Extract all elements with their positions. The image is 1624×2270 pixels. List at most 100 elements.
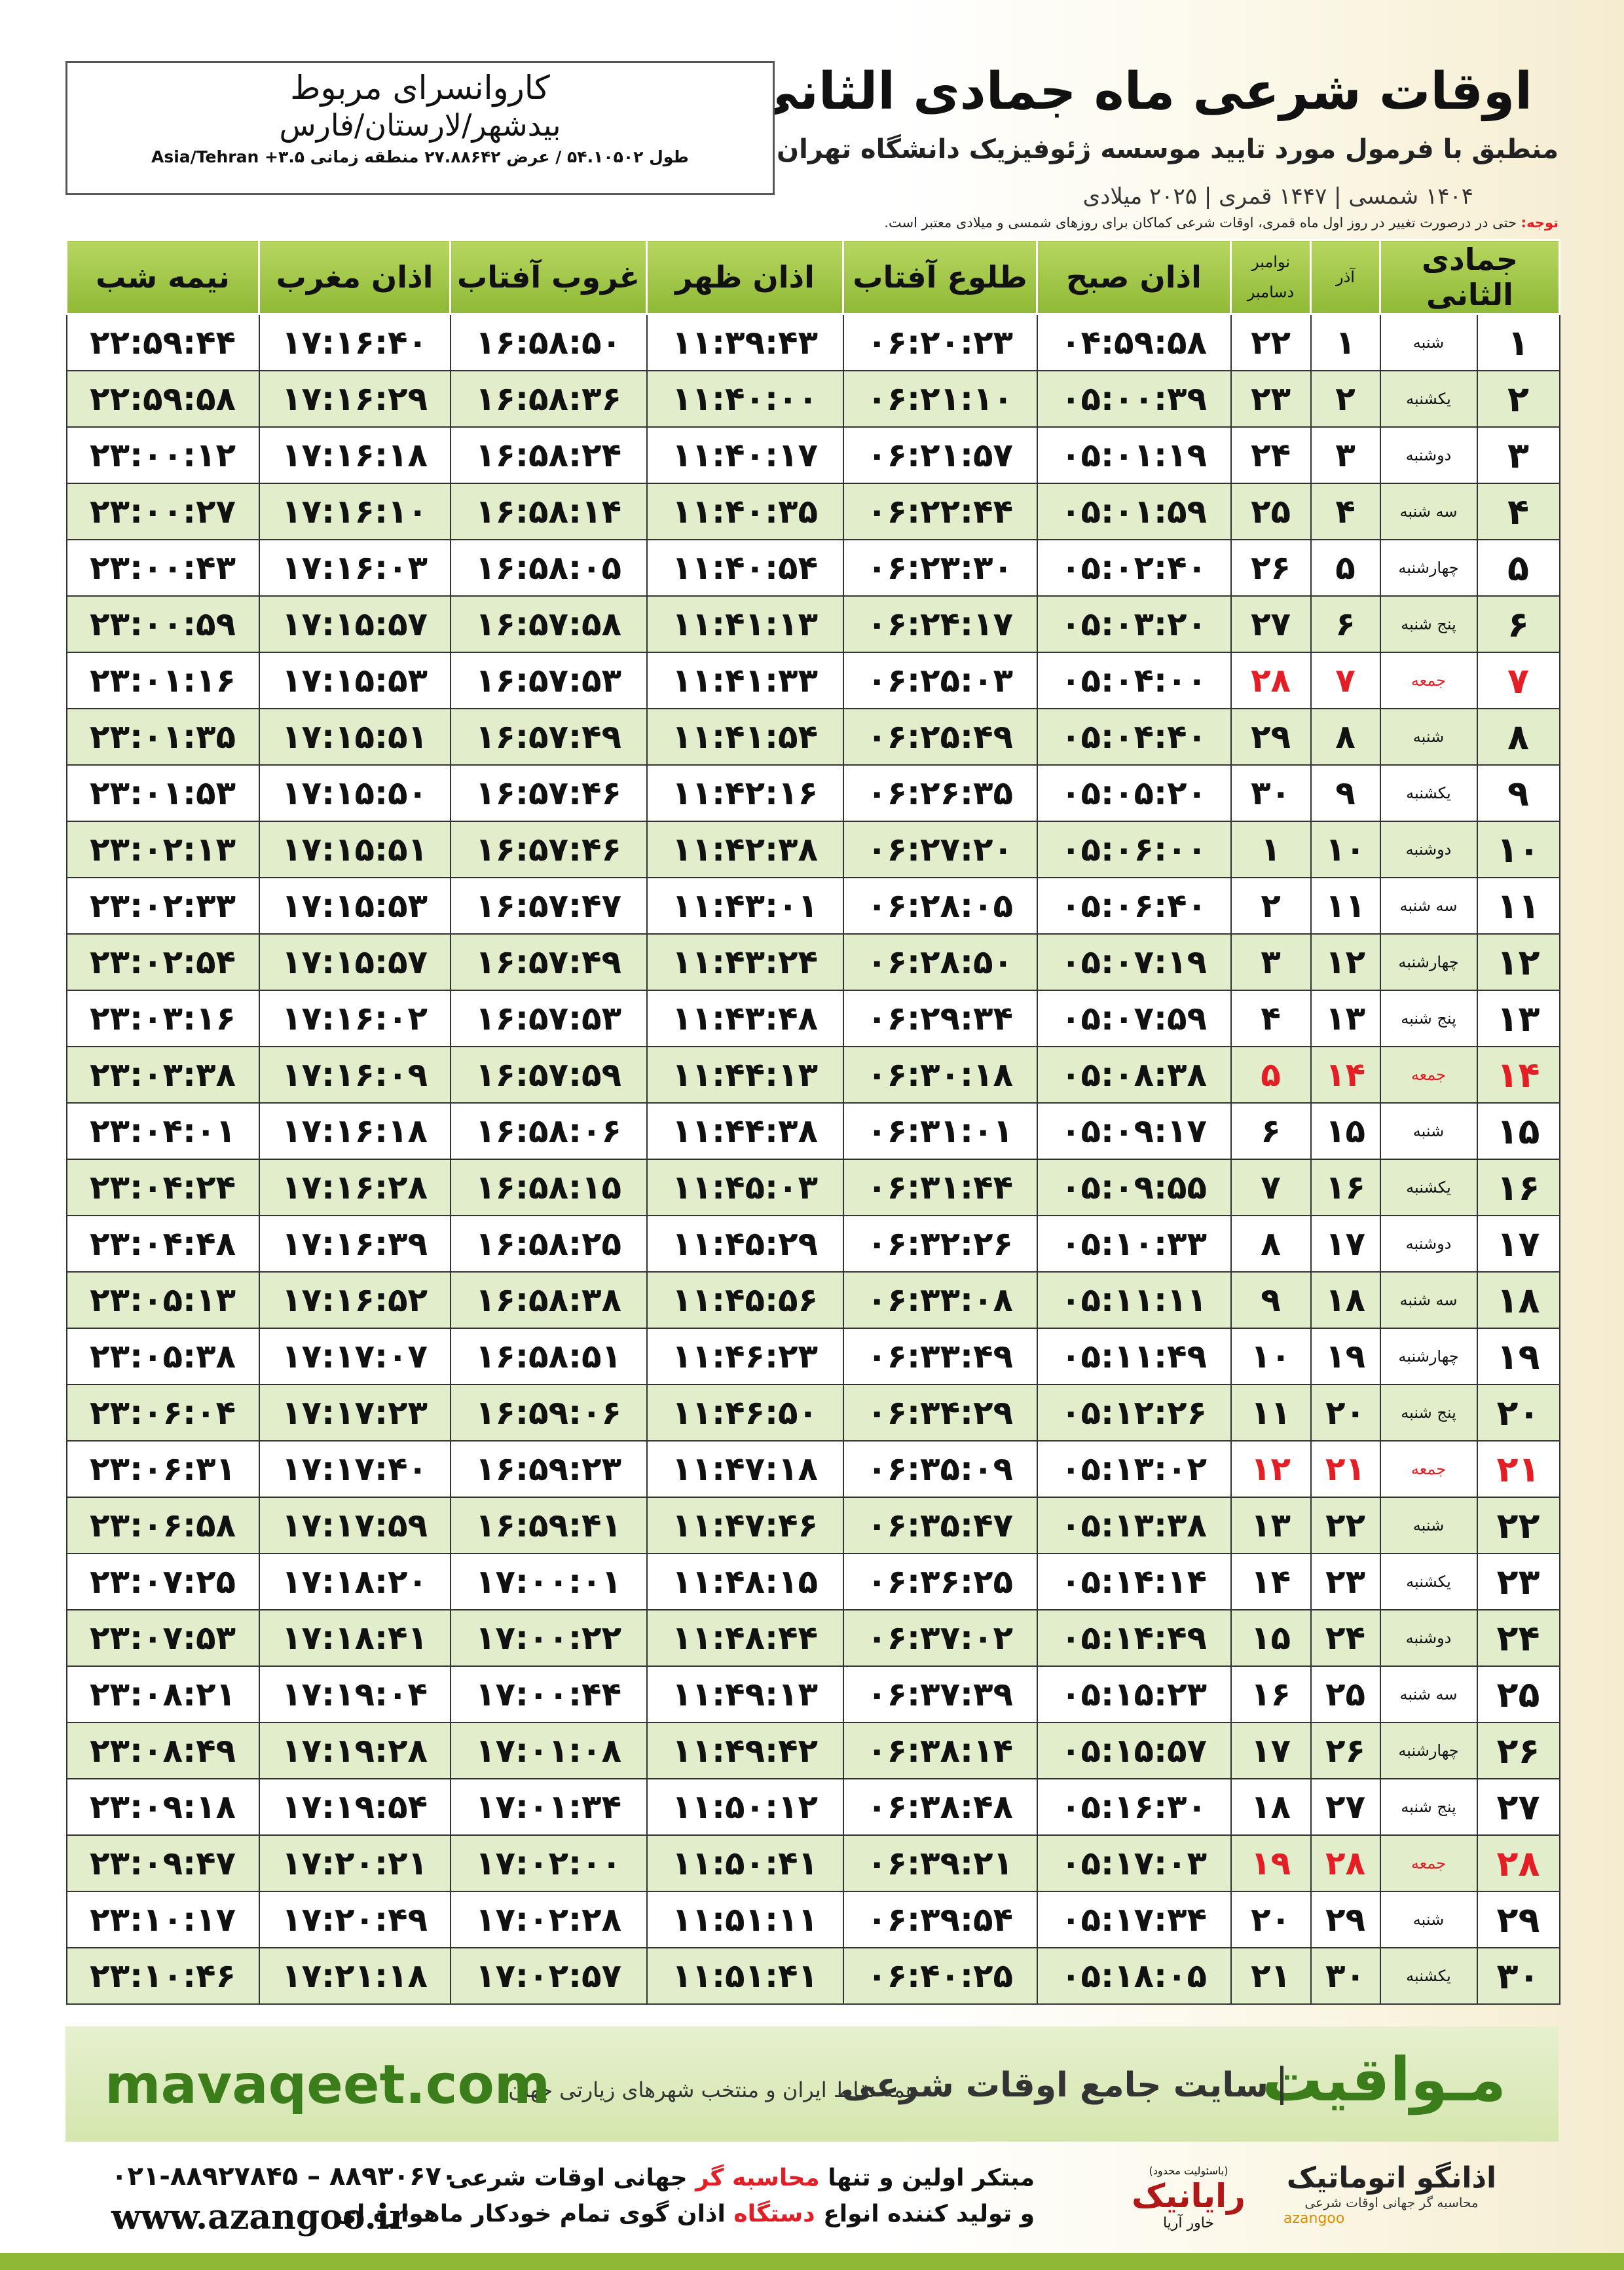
brand: مـواقیت	[1262, 2045, 1506, 2115]
table-cell: یکشنبه	[1379, 764, 1478, 822]
table-row: ۲۹ شنبه ۲۹ ۲۰ ۰۵:۱۷:۳۴ ۰۶:۳۹:۵۴ ۱۱:۵۱:۱۱ ۱۷:۰۲:…	[65, 1891, 1560, 1948]
table-cell: ۱۱:۴۱:۱۳	[646, 595, 844, 653]
table-cell: ۰۵:۰۳:۲۰	[1036, 595, 1232, 653]
table-cell: ۶	[1310, 595, 1381, 653]
table-cell: ۱۱:۴۳:۴۸	[646, 990, 844, 1047]
table-row: ۱۶ یکشنبه ۱۶ ۷ ۰۵:۰۹:۵۵ ۰۶:۳۱:۴۴ ۱۱:۴۵:۰۳ ۱۶:۵۸…	[65, 1159, 1560, 1216]
table-cell: ۱	[1476, 313, 1560, 371]
table-cell: ۰۶:۳۹:۵۴	[842, 1891, 1038, 1948]
table-cell: ۱۷:۱۶:۰۹	[258, 1046, 451, 1104]
table-cell: ۲۳:۰۶:۵۸	[65, 1497, 260, 1554]
table-cell: ۰۵:۰۰:۳۹	[1036, 370, 1232, 428]
table-cell: ۱۳	[1230, 1497, 1312, 1554]
table-cell: ۱۷:۱۵:۵۳	[258, 877, 451, 935]
location-name: کاروانسرای مربوط	[290, 69, 550, 107]
table-cell: ۲	[1476, 370, 1560, 428]
table-cell: ۲۱	[1310, 1440, 1381, 1498]
table-row: ۱۸ سه شنبه ۱۸ ۹ ۰۵:۱۱:۱۱ ۰۶:۳۳:۰۸ ۱۱:۴۵:۵۶ ۱۶:۵…	[65, 1271, 1560, 1329]
table-cell: ۰۵:۱۴:۴۹	[1036, 1609, 1232, 1667]
table-cell: ۲۳	[1230, 370, 1312, 428]
text: مبتکر اولین و تنها	[828, 2165, 1035, 2191]
table-cell: ۱۱:۴۷:۱۸	[646, 1440, 844, 1498]
header-cell: طلوع آفتاب	[842, 239, 1038, 315]
table-cell: ۰۶:۳۳:۰۸	[842, 1271, 1038, 1329]
table-cell: ۱۷:۱۷:۰۷	[258, 1328, 451, 1385]
table-cell: ۲۳:۰۵:۳۸	[65, 1328, 260, 1385]
table-cell: ۱۶:۵۷:۵۳	[449, 652, 648, 709]
table-cell: ۱۶:۵۸:۵۱	[449, 1328, 648, 1385]
table-cell: پنج شنبه	[1379, 1384, 1478, 1442]
table-cell: ۱۱:۴۵:۰۳	[646, 1159, 844, 1216]
table-cell: چهارشنبه	[1379, 1722, 1478, 1779]
table-cell: ۱۷:۰۰:۰۱	[449, 1553, 648, 1610]
table-cell: ۰۵:۱۱:۴۹	[1036, 1328, 1232, 1385]
table-cell: ۰۶:۳۶:۲۵	[842, 1553, 1038, 1610]
table-cell: ۰۶:۲۱:۱۰	[842, 370, 1038, 428]
table-cell: ۷	[1230, 1159, 1312, 1216]
footer-site: www.azangoo.ir	[111, 2197, 407, 2237]
table-cell: ۱۴	[1230, 1553, 1312, 1610]
table-cell: ۱۱:۳۹:۴۳	[646, 313, 844, 371]
location-region: بیدشهر/لارستان/فارس	[279, 107, 561, 143]
table-cell: ۱۶:۵۸:۲۴	[449, 426, 648, 484]
table-cell: ۲۷	[1310, 1778, 1381, 1836]
table-cell: ۰۶:۳۷:۰۲	[842, 1609, 1038, 1667]
table-cell: ۲۹	[1310, 1891, 1381, 1948]
table-cell: ۲۳:۰۱:۱۶	[65, 652, 260, 709]
table-cell: ۲۷	[1476, 1778, 1560, 1836]
tagline: همه نقاط ایران و منتخب شهرهای زیارتی جها…	[508, 2077, 917, 2102]
table-cell: ۸	[1310, 708, 1381, 766]
note-text: حتی در درصورت تغییر در روز اول ماه قمری،…	[884, 215, 1517, 231]
table-cell: شنبه	[1379, 1102, 1478, 1160]
table-cell: ۱۷	[1230, 1722, 1312, 1779]
table-cell: ۱۱	[1230, 1384, 1312, 1442]
table-cell: ۲۱	[1230, 1947, 1312, 2005]
table-cell: ۲	[1230, 877, 1312, 935]
table-cell: ۱۱:۴۱:۵۴	[646, 708, 844, 766]
table-cell: ۱۷:۱۶:۱۸	[258, 426, 451, 484]
table-cell: ۲۴	[1476, 1609, 1560, 1667]
table-cell: ۱۱:۴۳:۰۱	[646, 877, 844, 935]
table-cell: ۴	[1230, 990, 1312, 1047]
table-cell: ۱۱:۴۴:۱۳	[646, 1046, 844, 1104]
table-cell: ۲۸	[1476, 1834, 1560, 1892]
table-cell: ۱۷:۰۰:۲۲	[449, 1609, 648, 1667]
table-cell: ۰۶:۲۲:۴۴	[842, 483, 1038, 540]
location-box: کاروانسرای مربوط بیدشهر/لارستان/فارس طول…	[65, 61, 775, 195]
table-cell: ۱۷:۲۰:۴۹	[258, 1891, 451, 1948]
table-cell: ۱۱:۴۶:۵۰	[646, 1384, 844, 1442]
table-cell: ۱۷:۱۸:۲۰	[258, 1553, 451, 1610]
table-row: ۲ یکشنبه ۲ ۲۳ ۰۵:۰۰:۳۹ ۰۶:۲۱:۱۰ ۱۱:۴۰:۰۰ ۱۶:۵۸:…	[65, 370, 1560, 428]
table-cell: ۲۳:۰۰:۱۲	[65, 426, 260, 484]
table-cell: ۱۶:۵۷:۴۹	[449, 708, 648, 766]
text: اذان گوی تمام خودکار ماهواره ای	[335, 2201, 726, 2227]
table-row: ۴ سه شنبه ۴ ۲۵ ۰۵:۰۱:۵۹ ۰۶:۲۲:۴۴ ۱۱:۴۰:۳۵ ۱۶:۵۸…	[65, 483, 1560, 540]
slogan: سایت جامع اوقات شرعی	[841, 2066, 1283, 2105]
table-cell: ۲۳:۰۶:۰۴	[65, 1384, 260, 1442]
table-cell: ۰۵:۰۵:۲۰	[1036, 764, 1232, 822]
table-row: ۳ دوشنبه ۳ ۲۴ ۰۵:۰۱:۱۹ ۰۶:۲۱:۵۷ ۱۱:۴۰:۱۷ ۱۶:۵۸:…	[65, 426, 1560, 484]
table-cell: ۰۶:۲۱:۵۷	[842, 426, 1038, 484]
table-cell: ۱۱	[1310, 877, 1381, 935]
table-cell: ۴	[1476, 483, 1560, 540]
table-cell: ۱۷:۱۶:۰۲	[258, 990, 451, 1047]
table-cell: ۱۷:۱۵:۵۰	[258, 764, 451, 822]
table-cell: ۲۳:۰۴:۰۱	[65, 1102, 260, 1160]
table-cell: ۲۳:۰۴:۴۸	[65, 1215, 260, 1273]
text: و تولید کننده انواع	[823, 2201, 1035, 2227]
table-cell: ۰۶:۴۰:۲۵	[842, 1947, 1038, 2005]
table-cell: ۰۶:۲۵:۴۹	[842, 708, 1038, 766]
table-cell: ۲۲	[1230, 313, 1312, 371]
table-cell: ۰۵:۱۶:۳۰	[1036, 1778, 1232, 1836]
table-cell: ۰۵:۱۸:۰۵	[1036, 1947, 1232, 2005]
table-cell: ۰۶:۳۱:۴۴	[842, 1159, 1038, 1216]
table-cell: ۱۱:۵۰:۴۱	[646, 1834, 844, 1892]
table-cell: ۶	[1230, 1102, 1312, 1160]
table-cell: ۰۵:۱۰:۳۳	[1036, 1215, 1232, 1273]
table-cell: ۱۷:۰۲:۵۷	[449, 1947, 648, 2005]
table-row: ۲۱ جمعه ۲۱ ۱۲ ۰۵:۱۳:۰۲ ۰۶:۳۵:۰۹ ۱۱:۴۷:۱۸ ۱۶:۵۹:…	[65, 1440, 1560, 1498]
table-cell: ۰۵:۰۷:۵۹	[1036, 990, 1232, 1047]
logo-rayanik: (باسئولیت محدود) رایانیک خاور آریا	[1113, 2165, 1264, 2250]
table-cell: ۱۶:۵۷:۴۹	[449, 933, 648, 991]
table-cell: ۲۳:۰۳:۳۸	[65, 1046, 260, 1104]
